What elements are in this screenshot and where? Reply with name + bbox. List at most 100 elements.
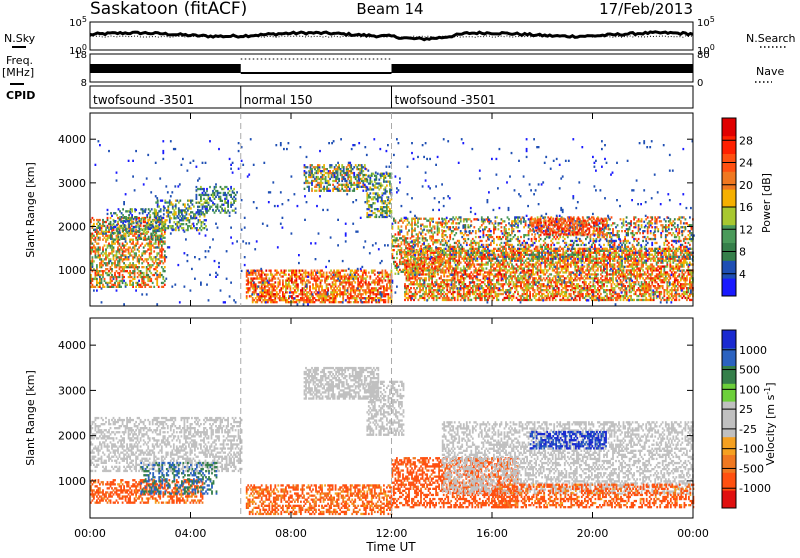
power-cell	[302, 270, 304, 272]
power-cell	[327, 287, 329, 289]
power-cell	[440, 248, 442, 250]
power-cell	[428, 243, 430, 245]
power-cell	[157, 225, 159, 227]
power-cell	[297, 289, 299, 291]
power-cell	[122, 282, 124, 284]
power-cell	[279, 279, 281, 281]
power-cell	[523, 281, 525, 283]
power-cell	[431, 281, 433, 283]
power-cell	[128, 226, 130, 228]
power-cell	[142, 208, 144, 210]
power-cell	[353, 174, 355, 176]
power-cell	[438, 239, 440, 241]
power-cell	[492, 265, 494, 267]
power-cell	[150, 246, 152, 248]
power-cell	[262, 272, 264, 274]
power-cell	[368, 299, 370, 301]
power-cell	[328, 174, 330, 176]
power-cell	[151, 208, 153, 210]
power-cell	[92, 258, 94, 260]
power-cell	[122, 252, 124, 254]
power-cell	[164, 270, 166, 272]
power-cell	[505, 265, 507, 267]
power-cell	[339, 287, 341, 289]
power-cell	[335, 299, 337, 301]
power-cell	[114, 282, 116, 284]
power-cell	[380, 277, 382, 279]
power-cell	[351, 270, 353, 272]
power-cell	[420, 245, 422, 247]
power-cell	[532, 267, 534, 269]
power-cell	[252, 297, 254, 299]
power-cell	[285, 289, 287, 291]
power-cell	[113, 258, 115, 260]
power-cell	[140, 238, 142, 240]
power-cell	[517, 291, 519, 293]
power-cell	[375, 179, 377, 181]
power-cell	[138, 217, 140, 219]
power-cell	[140, 258, 142, 260]
power-cell	[131, 232, 133, 234]
power-cell	[129, 262, 131, 264]
power-cell	[338, 270, 340, 272]
power-cell	[395, 220, 397, 222]
power-cell	[164, 243, 166, 245]
power-cell	[502, 287, 504, 289]
power-cell	[501, 263, 503, 265]
power-cell	[405, 227, 407, 229]
power-cell	[360, 295, 362, 297]
power-cell	[144, 252, 146, 254]
power-cell	[223, 188, 225, 190]
beam-label: Beam 14	[356, 0, 423, 18]
power-cell	[508, 299, 510, 301]
power-cell	[463, 265, 465, 267]
power-cell	[140, 256, 142, 258]
power-cell	[481, 285, 483, 287]
power-cell	[365, 289, 367, 291]
power-cell	[529, 295, 531, 297]
power-cell	[267, 301, 269, 303]
power-cell	[159, 243, 161, 245]
power-cell	[317, 275, 319, 277]
power-cell	[411, 233, 413, 235]
power-cell	[215, 186, 217, 188]
power-cell	[424, 295, 426, 297]
power-cell	[395, 273, 397, 275]
power-cell	[416, 287, 418, 289]
power-cell	[454, 262, 456, 264]
power-cell	[150, 248, 152, 250]
power-cell	[264, 283, 266, 285]
power-cell	[455, 281, 457, 283]
power-cell	[92, 284, 94, 286]
freq-right-tick-label: 80	[697, 50, 710, 61]
power-cell	[425, 277, 427, 279]
power-cell	[534, 265, 536, 267]
power-cell	[463, 289, 465, 291]
power-cell	[407, 258, 409, 260]
power-cell	[172, 205, 174, 207]
power-cell	[141, 243, 143, 245]
power-cell	[150, 252, 152, 254]
power-cell	[522, 295, 524, 297]
power-cell	[139, 238, 141, 240]
power-cell	[359, 182, 361, 184]
power-cell	[541, 279, 543, 281]
power-cell	[196, 198, 198, 200]
power-cell	[378, 194, 380, 196]
freq-bands	[90, 59, 693, 73]
power-cell	[431, 277, 433, 279]
power-cell	[377, 289, 379, 291]
power-cell	[448, 271, 450, 273]
power-cell	[99, 264, 101, 266]
power-cell	[428, 265, 430, 267]
power-cell	[98, 252, 100, 254]
power-cell	[526, 293, 528, 295]
power-cell	[386, 283, 388, 285]
power-cell	[134, 248, 136, 250]
power-cell	[341, 283, 343, 285]
power-cell	[481, 260, 483, 262]
power-cell	[371, 210, 373, 212]
power-cell	[261, 279, 263, 281]
power-cell	[501, 254, 503, 256]
